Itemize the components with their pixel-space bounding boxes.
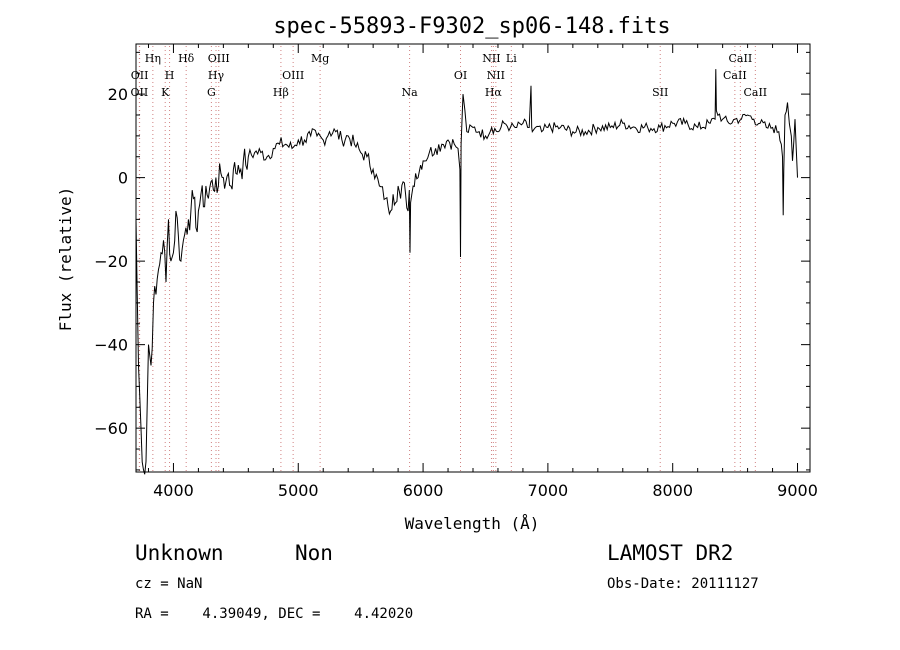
x-tick-label: 5000 <box>278 481 319 500</box>
line-label: OI <box>454 69 467 82</box>
line-label: G <box>207 86 216 99</box>
line-label: CaII <box>723 69 747 82</box>
line-label: OIII <box>208 52 230 65</box>
y-tick-label: −40 <box>94 336 128 355</box>
line-label: Mg <box>311 52 329 65</box>
x-tick-label: 8000 <box>652 481 693 500</box>
line-markers <box>138 46 756 472</box>
observation-date: Obs-Date: 20111127 <box>607 576 759 592</box>
x-tick-label: 6000 <box>403 481 444 500</box>
spectral-subclass: Non <box>295 541 333 565</box>
redshift-cz: cz = NaN <box>135 576 203 592</box>
x-tick-label: 7000 <box>528 481 569 500</box>
survey-name: LAMOST DR2 <box>607 541 734 565</box>
line-label: CaII <box>729 52 753 65</box>
line-label: NII <box>482 52 500 65</box>
line-label: Li <box>506 52 517 65</box>
y-tick-label: −60 <box>94 419 128 438</box>
y-tick-label: 0 <box>118 169 128 188</box>
y-tick-label: −20 <box>94 252 128 271</box>
line-label: Na <box>402 86 419 99</box>
chart-title: spec-55893-F9302_sp06-148.fits <box>273 14 670 39</box>
line-label: Hβ <box>273 86 289 99</box>
y-axis-label: Flux (relative) <box>56 187 75 332</box>
x-axis-label: Wavelength (Å) <box>405 514 540 533</box>
line-label: H <box>165 69 175 82</box>
line-label: Hδ <box>178 52 195 65</box>
line-label: Hη <box>145 52 161 65</box>
line-label: NII <box>487 69 505 82</box>
line-labels: OIIOIIHηKHHδGHγOIIIHβOIIIMgNaOINIIHαNIIL… <box>131 52 768 99</box>
x-tick-label: 9000 <box>777 481 818 500</box>
coordinates: RA = 4.39049, DEC = 4.42020 <box>135 606 414 622</box>
spectrum-line <box>135 69 798 475</box>
line-label: Hγ <box>208 69 225 82</box>
line-label: OII <box>131 69 149 82</box>
x-tick-label: 4000 <box>153 481 194 500</box>
y-tick-label: 20 <box>108 85 128 104</box>
line-label: Hα <box>485 86 503 99</box>
line-label: CaII <box>743 86 767 99</box>
line-label: OII <box>131 86 149 99</box>
line-label: K <box>161 86 170 99</box>
spectral-class: Unknown <box>135 541 224 565</box>
line-label: SII <box>652 86 668 99</box>
axis-ticks: 4000 5000 6000 7000 8000 9000 −60 −40 −20 0 20 <box>94 44 818 500</box>
plot-frame <box>135 43 811 473</box>
line-label: OIII <box>282 69 304 82</box>
